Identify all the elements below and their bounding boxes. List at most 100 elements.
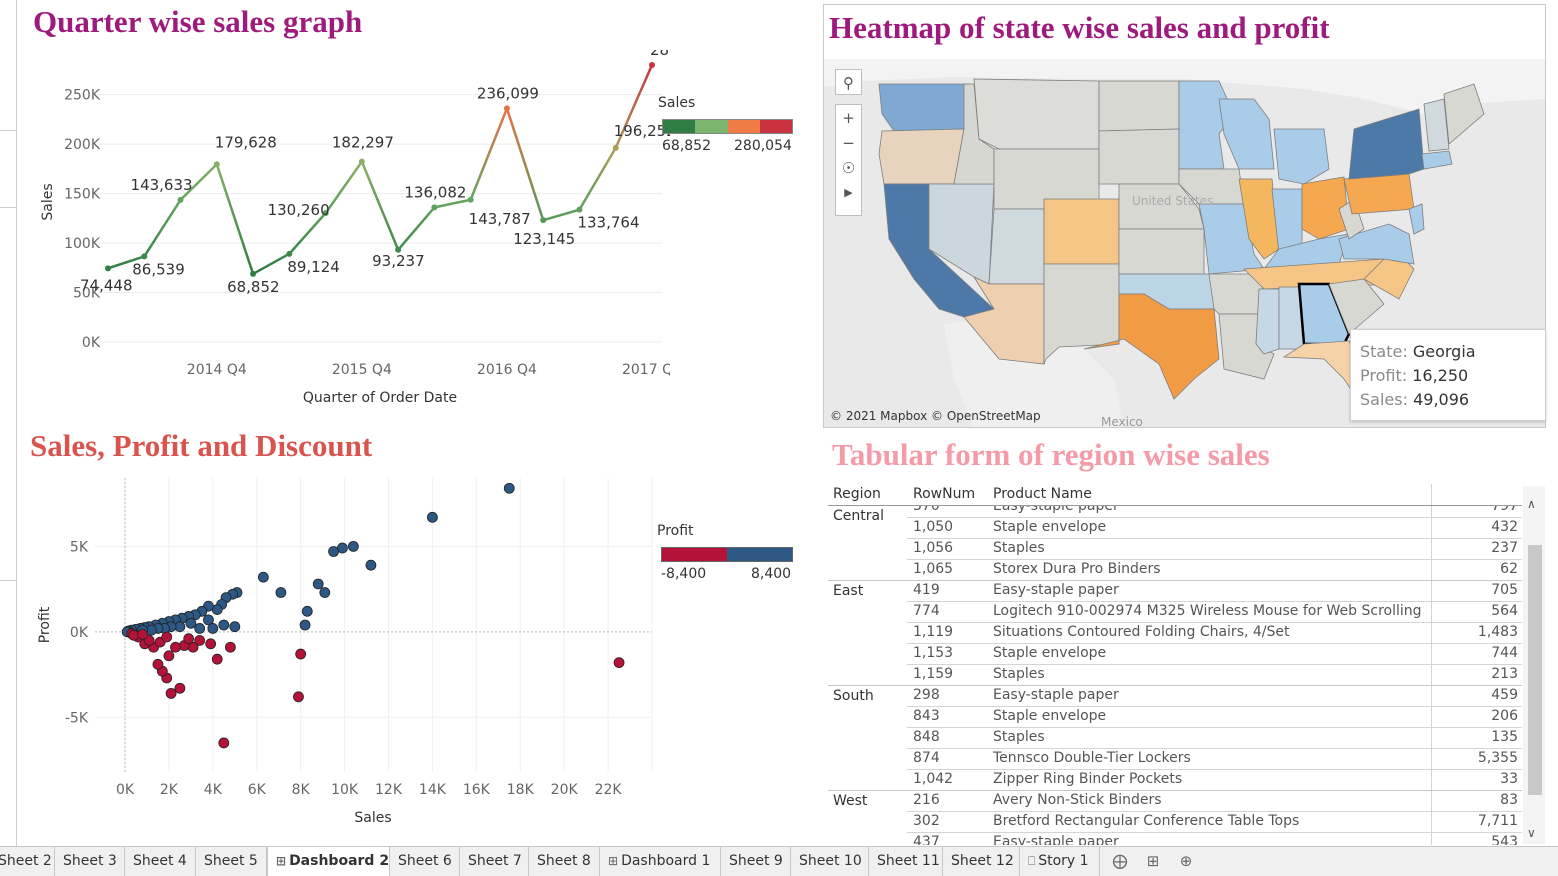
sheet-tab[interactable]: Sheet 3 [55,847,125,876]
scroll-up-icon[interactable]: ∧ [1527,497,1536,511]
column-header-rownum[interactable]: RowNum [913,486,976,502]
data-label: 68,852 [227,278,279,296]
line-point [213,161,220,168]
scatter-point [613,657,625,669]
new-story-icon[interactable]: ⊕ [1179,852,1193,870]
table-row[interactable]: 437 Easy-staple paper 543 [907,832,1522,845]
table-row[interactable]: 1,056 Staples 237 [907,538,1522,560]
sheet-tab[interactable]: Sheet 8 [529,847,600,876]
sheet-tab[interactable]: Sheet 12 [943,847,1020,876]
state-north-dakota [1098,80,1180,132]
data-label: 74,448 [80,276,133,294]
region-south: South [833,688,874,704]
column-divider [1431,812,1432,833]
table-row[interactable]: 216 Avery Non-Stick Binders 83 [907,790,1522,812]
table-row[interactable]: 1,159 Staples 213 [907,664,1522,686]
table-row[interactable]: 1,050 Staple envelope 432 [907,517,1522,539]
column-header-region[interactable]: Region [833,486,881,502]
line-point [177,196,184,203]
map-search-button[interactable]: ⚲ [835,69,862,95]
table-row[interactable]: 843 Staple envelope 206 [907,706,1522,728]
tooltip-profit-value: 16,250 [1412,366,1469,385]
pin-icon[interactable]: ☉ [841,158,856,177]
scroll-down-icon[interactable]: ∨ [1527,826,1536,840]
scatter-y-axis: -5K 0K 5K [65,539,89,726]
scatter-point [152,658,164,670]
table-row[interactable]: 1,065 Storex Dura Pro Binders 62 [907,559,1522,581]
sales-legend-ramp[interactable] [662,119,793,134]
scatter-grid [95,478,653,772]
sheet-tab-bar: Sheet 2 Sheet 3 Sheet 4 Sheet 5 ⊞ Dashboard 2… [0,846,1558,876]
new-worksheet-icon[interactable]: ⨁ [1112,852,1128,870]
line-segment [433,198,472,209]
sales-value-cell: 7,711 [1477,813,1518,829]
table-row[interactable]: 774 Logitech 910-002974 M325 Wireless Mou… [907,601,1522,623]
line-point [503,105,510,112]
sheet-tab-label: Story 1 [1038,853,1089,869]
sheet-tab[interactable]: ⎕ Story 1 [1020,847,1100,876]
sheet-tab[interactable]: Sheet 9 [721,847,791,876]
table-row[interactable]: 370 Easy-staple paper 797 [907,506,1522,518]
table-row[interactable]: 302 Bretford Rectangular Conference Table… [907,811,1522,833]
line-point [467,196,474,203]
data-label: 236,099 [477,84,539,102]
row-number-cell: 1,159 [913,666,954,682]
state-colorado [1043,198,1120,265]
table-row[interactable]: 874 Tennsco Double-Tier Lockers 5,355 [907,748,1522,770]
line-chart[interactable]: 0K 50K 100K 150K 200K 250K 2014 Q4 2015 Q4 2016… [30,50,670,420]
region-west: West [833,793,868,809]
table-row[interactable]: 1,042 Zipper Ring Binder Pockets 33 [907,769,1522,791]
state-georgia [1297,282,1351,346]
sheet-tab[interactable]: Sheet 7 [460,847,529,876]
sheet-tab[interactable]: Sheet 10 [791,847,869,876]
line-segment [505,107,545,222]
column-divider [1431,644,1432,665]
line-segment [541,208,581,222]
story-icon: ⎕ [1028,854,1036,868]
panel-divider [0,580,16,581]
product-name-cell: Easy-staple paper [993,687,1119,703]
column-divider [1431,539,1432,560]
sheet-tab[interactable]: Sheet 6 [390,847,460,876]
table-row[interactable]: 419 Easy-staple paper 705 [907,580,1522,602]
table-row[interactable]: 298 Easy-staple paper 459 [907,685,1522,707]
sales-value-cell: 135 [1491,729,1518,745]
us-heatmap[interactable]: United States Mexico [824,59,1545,427]
legend-swatch [727,120,760,133]
sheet-tab[interactable]: Sheet 5 [196,847,267,876]
scatter-points[interactable] [121,482,625,749]
line-chart-points[interactable] [105,61,655,277]
table-row[interactable]: 1,153 Staple envelope 744 [907,643,1522,665]
line-segment [179,163,219,202]
zoom-in-icon[interactable]: + [842,108,855,127]
left-panel-edge [0,0,17,846]
sheet-tab[interactable]: Sheet 11 [869,847,943,876]
sheet-tab-label: Sheet 2 [0,853,52,869]
map-attribution[interactable]: © 2021 Mapbox © OpenStreetMap [830,409,1041,423]
column-divider [1431,791,1432,812]
scatter-point [218,737,230,749]
product-name-cell: Staples [993,540,1045,556]
product-name-cell: Storex Dura Pro Binders [993,561,1161,577]
line-point [105,265,111,272]
scatter-point [205,638,217,650]
state-south-dakota [1098,128,1180,185]
profit-legend-ramp[interactable] [661,547,793,562]
sales-value-cell: 432 [1491,519,1518,535]
table-row[interactable]: 1,119 Situations Contoured Folding Chairs… [907,622,1522,644]
expand-icon[interactable]: ▶ [844,186,853,199]
zoom-out-icon[interactable]: − [842,133,855,152]
scrollbar-thumb[interactable] [1528,545,1542,795]
column-divider [1431,749,1432,770]
sheet-tab-label: Dashboard 1 [621,853,711,869]
table-row[interactable]: 848 Staples 135 [907,727,1522,749]
sheet-tab[interactable]: Sheet 4 [125,847,196,876]
sheet-tab[interactable]: ⊞ Dashboard 1 [600,847,721,876]
sheet-tab[interactable]: ⊞ Dashboard 2 [267,847,390,876]
column-header-product[interactable]: Product Name [993,486,1092,502]
table-title: Tabular form of region wise sales [832,437,1270,472]
sheet-tab[interactable]: Sheet 2 [0,847,55,876]
product-name-cell: Logitech 910-002974 M325 Wireless Mouse … [993,603,1422,619]
new-dashboard-icon[interactable]: ⊞ [1146,852,1160,870]
